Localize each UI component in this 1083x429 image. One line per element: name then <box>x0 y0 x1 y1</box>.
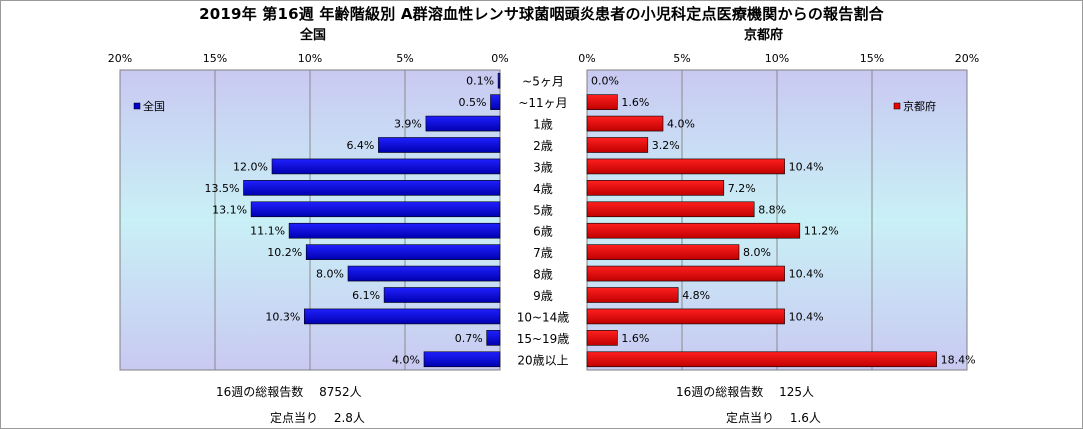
national-bar <box>486 330 501 346</box>
national-plot-border <box>119 69 501 371</box>
kyoto-tick-label: 15% <box>860 52 884 65</box>
kyoto-data-label: 10.4% <box>789 310 824 323</box>
kyoto-tick-label: 20% <box>955 52 979 65</box>
national-data-label: 11.1% <box>250 225 285 238</box>
national-bar <box>383 287 501 303</box>
right-chart-title: 京都府 <box>744 28 784 43</box>
national-bar <box>303 308 501 325</box>
kyoto-data-label: 10.4% <box>789 268 824 281</box>
age-category-label: ~5ヶ月 <box>522 75 564 89</box>
national-total-reports: 16週の総報告数 8752人 <box>216 385 362 399</box>
national-data-label: 10.3% <box>265 310 300 323</box>
age-category-label: 6歳 <box>533 225 553 239</box>
age-category-label: 7歳 <box>533 246 553 260</box>
national-bar <box>347 265 501 282</box>
kyoto-data-label: 18.4% <box>941 353 976 366</box>
national-data-label: 0.1% <box>466 75 494 88</box>
national-tick-label: 20% <box>108 52 132 65</box>
age-category-label: 4歳 <box>533 182 553 196</box>
age-category-label: 15~19歳 <box>517 332 570 346</box>
national-bar <box>490 94 501 110</box>
national-bar <box>497 72 501 89</box>
national-tick-label: 10% <box>298 52 322 65</box>
kyoto-bar <box>586 158 785 175</box>
chart-title: 2019年 第16週 年齢階級別 A群溶血性レンサ球菌咽頭炎患者の小児科定点医療… <box>199 5 884 23</box>
left-chart-title: 全国 <box>300 28 327 43</box>
age-category-label: 3歳 <box>533 160 553 174</box>
national-legend-swatch <box>133 102 141 110</box>
national-bar <box>423 351 501 368</box>
national-data-label: 13.5% <box>205 182 240 195</box>
kyoto-data-label: 11.2% <box>804 225 839 238</box>
kyoto-plot-border <box>586 69 968 371</box>
kyoto-legend-label: 京都府 <box>903 99 936 113</box>
kyoto-legend-swatch <box>893 102 901 110</box>
national-data-label: 0.7% <box>455 332 483 345</box>
kyoto-bar <box>586 265 785 282</box>
kyoto-data-label: 4.8% <box>682 289 710 302</box>
national-data-label: 10.2% <box>267 246 302 259</box>
national-tick-label: 0% <box>491 52 508 65</box>
kyoto-data-label: 0.0% <box>591 75 619 88</box>
national-data-label: 6.1% <box>352 289 380 302</box>
national-bar <box>271 158 501 175</box>
kyoto-tick-label: 0% <box>578 52 595 65</box>
national-data-label: 13.1% <box>212 203 247 216</box>
age-category-label: 5歳 <box>533 203 553 217</box>
kyoto-data-label: 1.6% <box>621 96 649 109</box>
national-bar <box>243 180 501 196</box>
national-per-sentinel: 定点当り 2.8人 <box>270 411 365 425</box>
kyoto-data-label: 7.2% <box>728 182 756 195</box>
age-category-label: 10~14歳 <box>517 310 570 324</box>
kyoto-data-label: 10.4% <box>789 160 824 173</box>
kyoto-tick-label: 5% <box>673 52 690 65</box>
age-category-label: 9歳 <box>533 289 553 303</box>
national-legend-label: 全国 <box>143 99 165 113</box>
kyoto-bar <box>586 180 725 196</box>
national-bar <box>250 201 501 218</box>
kyoto-bar <box>586 201 755 218</box>
kyoto-per-sentinel: 定点当り 1.6人 <box>726 411 821 425</box>
national-data-label: 3.9% <box>394 118 422 131</box>
age-category-label: 1歳 <box>533 118 553 132</box>
kyoto-bar <box>586 308 785 325</box>
kyoto-total-reports: 16週の総報告数 125人 <box>676 385 814 399</box>
kyoto-data-label: 3.2% <box>652 139 680 152</box>
age-category-label: ~11ヶ月 <box>518 96 567 110</box>
kyoto-bar <box>586 115 664 132</box>
kyoto-bar <box>586 137 649 153</box>
age-category-label: 2歳 <box>533 139 553 153</box>
kyoto-bar <box>586 94 618 110</box>
age-category-label: 20歳以上 <box>517 353 568 367</box>
kyoto-data-label: 1.6% <box>621 332 649 345</box>
kyoto-bar <box>586 222 801 239</box>
kyoto-data-label: 4.0% <box>667 118 695 131</box>
national-data-label: 4.0% <box>392 353 420 366</box>
kyoto-bar <box>586 287 679 303</box>
national-data-label: 8.0% <box>316 268 344 281</box>
national-data-label: 12.0% <box>233 160 268 173</box>
kyoto-bar <box>586 244 740 260</box>
national-tick-label: 15% <box>203 52 227 65</box>
national-tick-label: 5% <box>396 52 413 65</box>
kyoto-data-label: 8.8% <box>758 203 786 216</box>
national-bar <box>288 222 501 239</box>
kyoto-bar <box>586 351 937 368</box>
national-bar <box>378 137 501 153</box>
kyoto-data-label: 8.0% <box>743 246 771 259</box>
kyoto-bar <box>586 330 618 346</box>
national-data-label: 6.4% <box>346 139 374 152</box>
age-category-label: 8歳 <box>533 268 553 282</box>
kyoto-tick-label: 10% <box>765 52 789 65</box>
national-bar <box>305 244 501 260</box>
national-bar <box>425 115 501 132</box>
national-data-label: 0.5% <box>459 96 487 109</box>
